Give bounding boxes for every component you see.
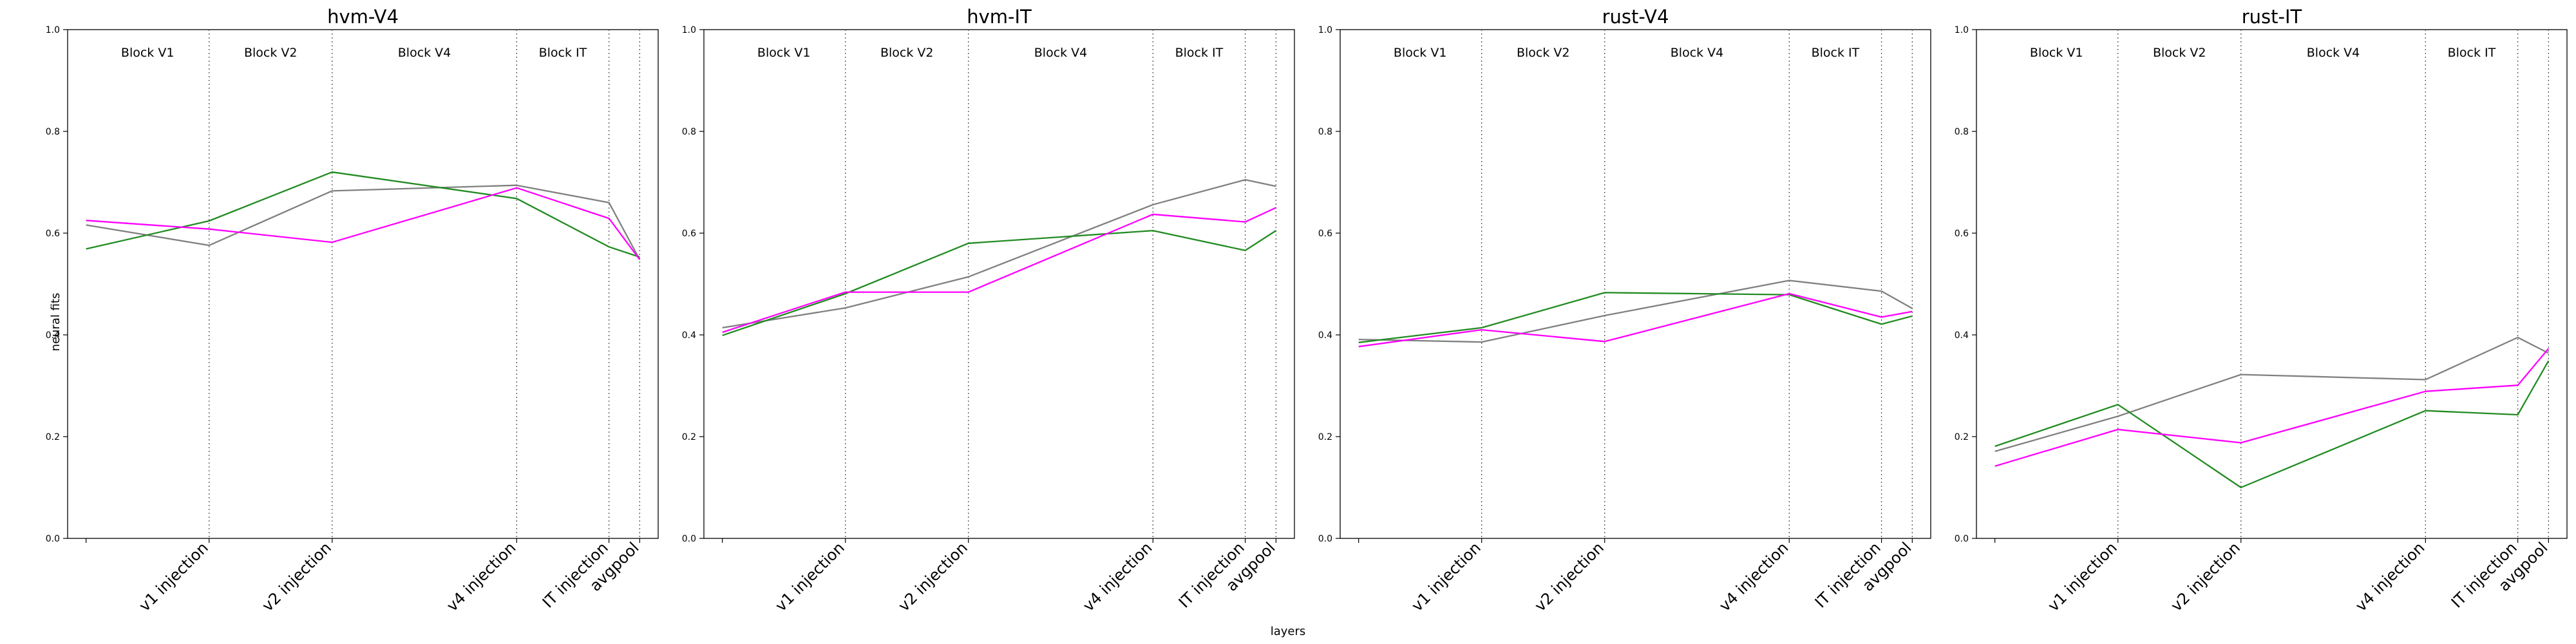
block-label: Block IT bbox=[1812, 46, 1860, 60]
series-line-1 bbox=[1994, 360, 2550, 489]
series-line-0 bbox=[1358, 279, 1913, 343]
series-line-0 bbox=[722, 178, 1276, 329]
x-tick-label: v4 injection bbox=[443, 538, 520, 615]
chart-panel-2: rust-V4 0.0 0.2 0.4 0.6 0.8 1.0 Block V1 Block V… bbox=[1318, 6, 1931, 615]
series-line-0 bbox=[1994, 336, 2549, 453]
series-line-2 bbox=[1358, 292, 1913, 348]
series-line-1 bbox=[722, 229, 1276, 336]
x-tick-label: v2 injection bbox=[2167, 538, 2244, 615]
block-label: Block V2 bbox=[1517, 46, 1570, 60]
block-label: Block V1 bbox=[1394, 46, 1447, 60]
chart-title: rust-IT bbox=[2242, 6, 2302, 28]
x-tick-label: v2 injection bbox=[258, 538, 335, 615]
y-tick-label: 0.4 bbox=[1318, 330, 1332, 341]
block-label: Block V1 bbox=[121, 46, 175, 60]
x-tick-label: v1 injection bbox=[2044, 538, 2121, 615]
series-line-2 bbox=[722, 207, 1276, 334]
y-tick-label: 0.8 bbox=[682, 127, 696, 137]
y-tick-label: 0.2 bbox=[1318, 432, 1332, 442]
series-line-2 bbox=[86, 187, 641, 260]
y-tick-label: 0.2 bbox=[1955, 432, 1969, 442]
block-label: Block V2 bbox=[880, 46, 934, 60]
chart-panel-1: hvm-IT 0.0 0.2 0.4 0.6 0.8 1.0 Block V1 Block V2… bbox=[682, 6, 1295, 615]
chart-title: hvm-V4 bbox=[327, 6, 399, 28]
x-tick-label: v4 injection bbox=[2352, 538, 2429, 615]
y-tick-label: 0.2 bbox=[682, 432, 696, 442]
series-line-1 bbox=[86, 171, 640, 258]
x-tick-label: v2 injection bbox=[895, 538, 971, 615]
y-tick-label: 0.4 bbox=[46, 330, 60, 341]
block-label: Block V4 bbox=[398, 46, 451, 60]
chart-title: rust-V4 bbox=[1602, 6, 1669, 28]
block-label: Block V2 bbox=[2153, 46, 2206, 60]
y-tick-label: 0.0 bbox=[682, 534, 696, 544]
block-label: Block IT bbox=[1175, 46, 1224, 60]
y-tick-label: 0.8 bbox=[1318, 127, 1332, 137]
block-label: Block V1 bbox=[757, 46, 811, 60]
block-label: Block V1 bbox=[2030, 46, 2083, 60]
block-label: Block V4 bbox=[2307, 46, 2360, 60]
x-tick-label: v1 injection bbox=[1408, 538, 1484, 615]
y-tick-label: 0.4 bbox=[1955, 330, 1969, 341]
y-tick-label: 0.0 bbox=[1955, 534, 1969, 544]
plot-frame bbox=[1340, 29, 1931, 539]
x-tick-label: v1 injection bbox=[772, 538, 848, 615]
y-tick-label: 1.0 bbox=[1318, 25, 1332, 35]
y-tick-label: 0.4 bbox=[682, 330, 696, 341]
chart-panel-0: hvm-V4 0.0 0.2 0.4 0.6 0.8 1.0 Block V1 Block V2… bbox=[46, 6, 659, 615]
plot-frame bbox=[703, 29, 1295, 539]
series-line-2 bbox=[1994, 348, 2550, 467]
x-tick-label: v1 injection bbox=[135, 538, 212, 615]
x-tick-label: v2 injection bbox=[1531, 538, 1607, 615]
block-label: Block IT bbox=[2448, 46, 2496, 60]
x-tick-label: v4 injection bbox=[1716, 538, 1792, 615]
block-label: Block V4 bbox=[1671, 46, 1724, 60]
plot-frame bbox=[67, 29, 659, 539]
y-tick-label: 1.0 bbox=[46, 25, 60, 35]
series-line-0 bbox=[86, 184, 641, 260]
y-tick-label: 0.8 bbox=[1955, 127, 1969, 137]
block-label: Block V2 bbox=[244, 46, 298, 60]
y-tick-label: 1.0 bbox=[682, 25, 696, 35]
xlabel: layers bbox=[1271, 625, 1306, 638]
y-tick-label: 1.0 bbox=[1955, 25, 1969, 35]
block-label: Block IT bbox=[539, 46, 587, 60]
series-line-1 bbox=[1358, 292, 1913, 343]
chart-title: hvm-IT bbox=[967, 6, 1032, 28]
y-tick-label: 0.6 bbox=[682, 229, 696, 239]
y-tick-label: 0.0 bbox=[46, 534, 60, 544]
y-tick-label: 0.6 bbox=[46, 229, 60, 239]
y-tick-label: 0.2 bbox=[46, 432, 60, 442]
x-tick-label: v4 injection bbox=[1079, 538, 1156, 615]
ylabel: neural fits bbox=[49, 293, 62, 352]
chart-panel-3: rust-IT 0.0 0.2 0.4 0.6 0.8 1.0 Block V1 Block V… bbox=[1955, 6, 2568, 615]
y-tick-label: 0.8 bbox=[46, 127, 60, 137]
block-label: Block V4 bbox=[1034, 46, 1088, 60]
plot-frame bbox=[1976, 29, 2568, 539]
y-tick-label: 0.0 bbox=[1318, 534, 1332, 544]
y-tick-label: 0.6 bbox=[1318, 229, 1332, 239]
y-tick-label: 0.6 bbox=[1955, 229, 1969, 239]
